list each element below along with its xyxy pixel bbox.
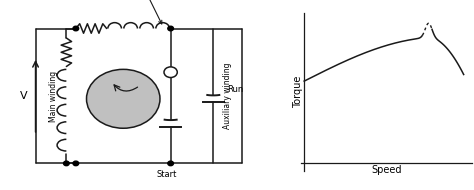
Text: Main winding: Main winding	[49, 70, 58, 122]
Y-axis label: Torque: Torque	[293, 76, 303, 108]
Text: V: V	[20, 91, 27, 101]
Circle shape	[64, 161, 69, 166]
Circle shape	[168, 26, 173, 31]
Text: Centrifugal
switch: Centrifugal switch	[115, 0, 162, 24]
Text: Auxiliary winding: Auxiliary winding	[223, 63, 232, 129]
Text: Run: Run	[228, 85, 244, 94]
Text: Start: Start	[157, 170, 177, 179]
Circle shape	[164, 67, 177, 78]
Circle shape	[168, 161, 173, 166]
X-axis label: Speed: Speed	[371, 165, 401, 174]
Circle shape	[87, 69, 160, 128]
Circle shape	[73, 26, 79, 31]
Circle shape	[73, 161, 79, 166]
